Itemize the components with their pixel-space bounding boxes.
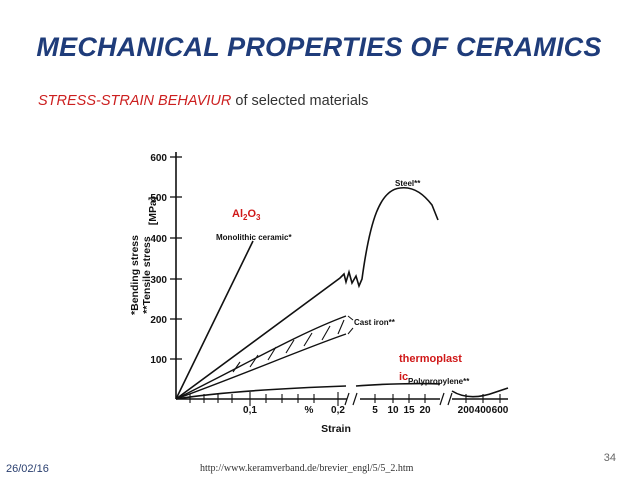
- series-line-polypropylene: [175, 382, 509, 400]
- series-line-cast-iron-lower: [175, 333, 347, 400]
- footer-date: 26/02/16: [6, 463, 49, 475]
- series-label-polypropylene: Polypropylene**: [408, 377, 470, 386]
- y-axis-title-line2: **Tensile stress: [141, 236, 153, 314]
- x-tick-label: 0,1: [243, 405, 257, 416]
- subtitle-rest: of selected materials: [231, 93, 369, 109]
- cast-iron-leader: [347, 315, 354, 335]
- o-text: O: [247, 208, 256, 220]
- y-tick-labels: 100 200 300 400 500 600: [150, 153, 167, 366]
- x-tick-label: 0,2: [331, 405, 345, 416]
- thermoplastic-label-line2: ic: [399, 371, 408, 383]
- y-tick-label: 500: [150, 193, 167, 204]
- series-label-steel: Steel**: [395, 179, 421, 188]
- y-ticks: [170, 156, 182, 360]
- subtitle-emphasis: STRESS-STRAIN BEHAVIUR: [38, 93, 232, 109]
- series-line-cast-iron-upper: [175, 315, 347, 400]
- y-tick-label: 100: [150, 355, 167, 366]
- x-tick-label: 200: [458, 405, 475, 416]
- series-label-cast-iron: Cast iron**: [354, 318, 396, 327]
- x-axis-break-1: [344, 392, 358, 406]
- al2o3-label: Al2O3: [232, 208, 261, 222]
- al-text: Al: [232, 208, 243, 220]
- x-tick-label: 15: [403, 405, 415, 416]
- x-tick-label: 5: [372, 405, 378, 416]
- x-tick-labels: 0,1 % 0,2 5 10 15 20 200 400 600: [243, 405, 509, 416]
- series-label-monolithic-ceramic: Monolithic ceramic*: [216, 233, 292, 242]
- x-axis-break-2: [439, 392, 453, 406]
- y-tick-label: 200: [150, 315, 167, 326]
- al-sub: 2: [243, 213, 248, 222]
- slide-title: MECHANICAL PROPERTIES OF CERAMICS: [36, 32, 602, 62]
- x-tick-label: 10: [387, 405, 399, 416]
- x-axis-title: Strain: [321, 423, 351, 435]
- cast-iron-hatching: [232, 319, 345, 373]
- series-line-steel: [175, 186, 439, 400]
- x-tick-label: 400: [475, 405, 492, 416]
- o-sub: 3: [256, 213, 261, 222]
- y-tick-label: 300: [150, 275, 167, 286]
- series-line-monolithic-ceramic: [175, 240, 254, 400]
- y-axis-title-line1: *Bending stress: [129, 235, 141, 315]
- slide-number: 34: [603, 452, 616, 464]
- y-tick-label: 400: [150, 234, 167, 245]
- thermoplastic-label-line1: thermoplast: [399, 353, 462, 365]
- y-axis-unit: [MPa]: [147, 197, 159, 226]
- slide-subtitle: STRESS-STRAIN BEHAVIUR of selected mater…: [38, 93, 368, 109]
- y-tick-label: 600: [150, 153, 167, 164]
- x-tick-label: %: [305, 405, 314, 416]
- y-axis-title: *Bending stress **Tensile stress: [129, 235, 153, 315]
- x-tick-label: 20: [419, 405, 431, 416]
- footer-source-url[interactable]: http://www.keramverband.de/brevier_engl/…: [200, 463, 414, 474]
- x-tick-label: 600: [492, 405, 509, 416]
